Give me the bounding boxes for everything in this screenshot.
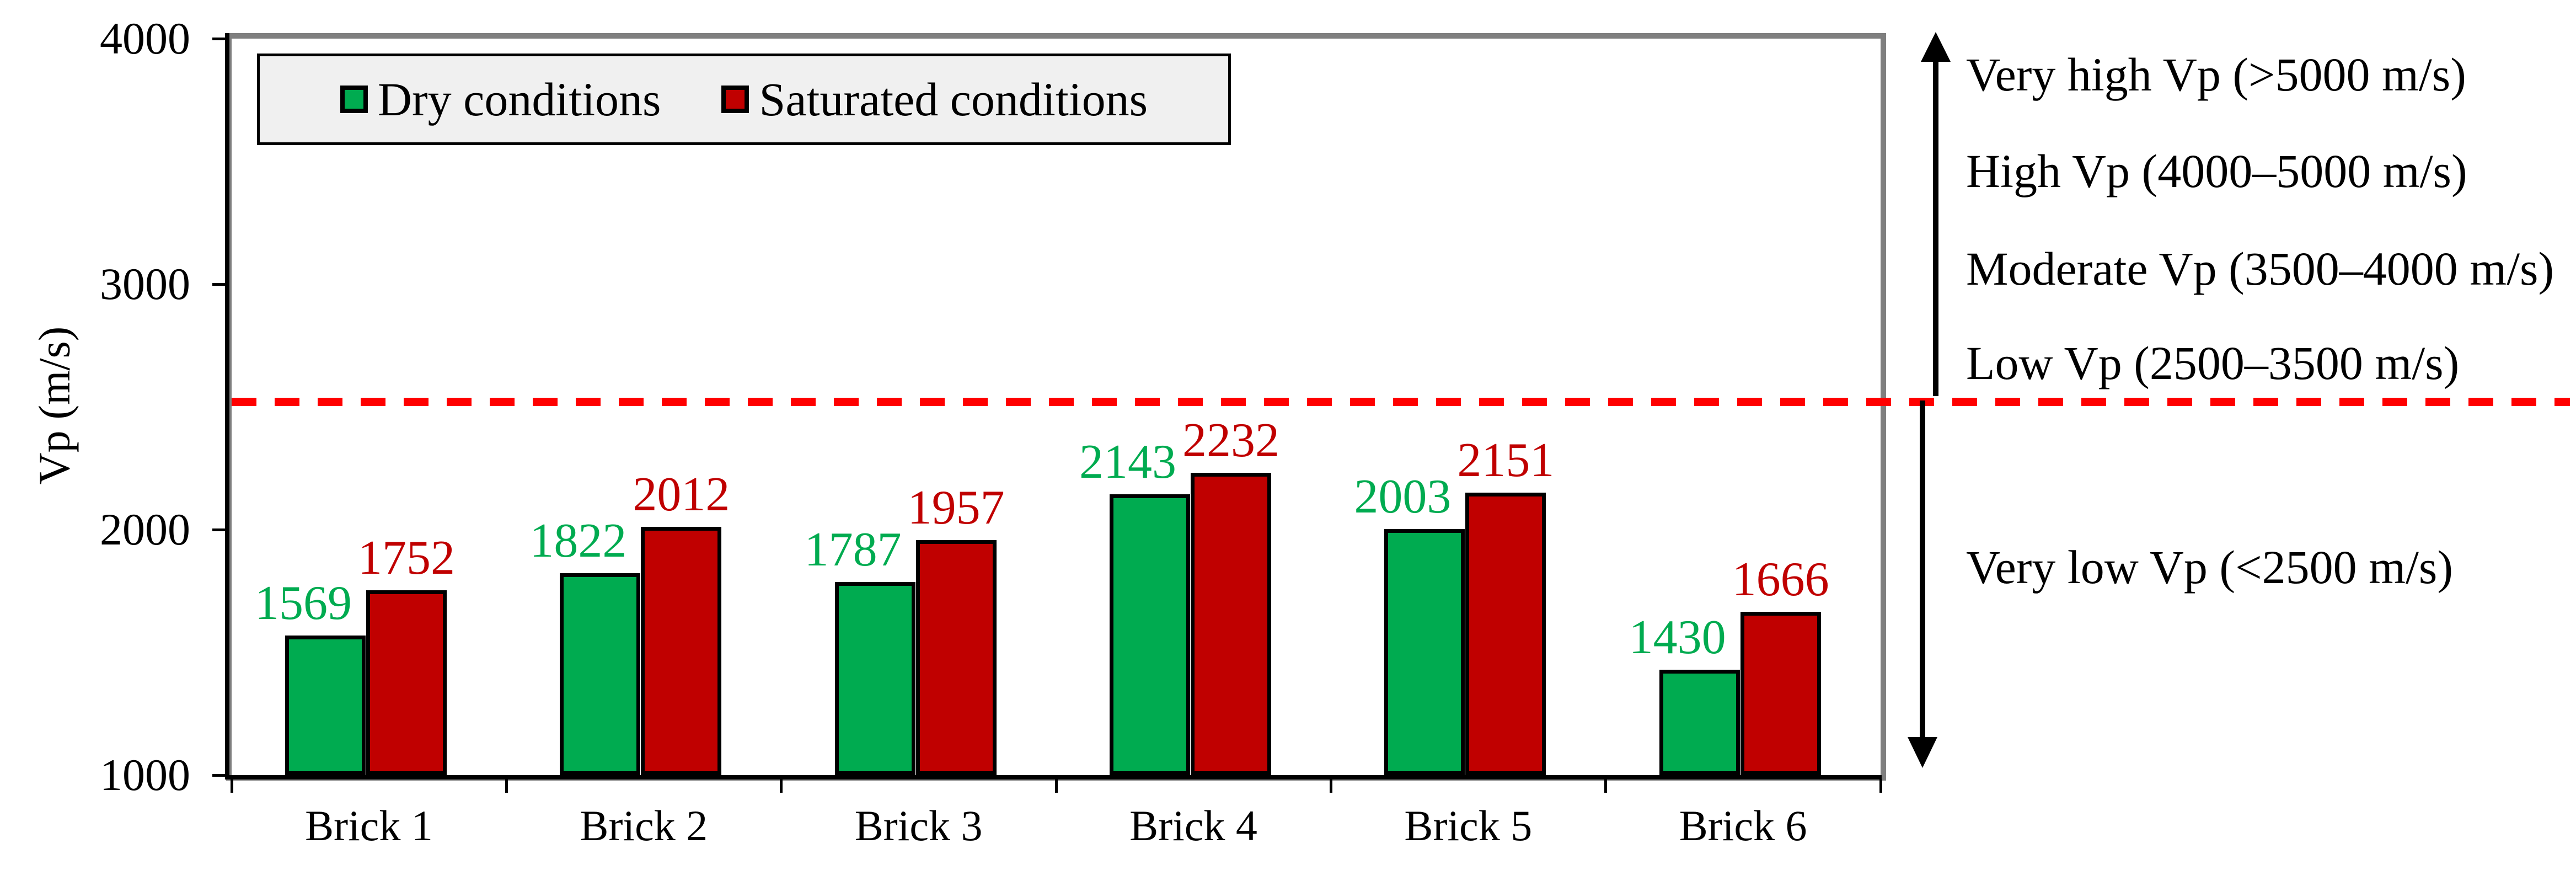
- saturated-bar-brick-4: [1191, 472, 1271, 775]
- bar-value-label: 1787: [804, 522, 902, 576]
- bar-value-label: 2232: [1182, 413, 1279, 467]
- category-label: Brick 4: [1129, 802, 1257, 850]
- y-axis-line: [225, 33, 229, 779]
- dry-bar-brick-4: [1110, 494, 1190, 775]
- y-axis-title: Vp (m/s): [30, 326, 79, 485]
- bar-value-label: 2151: [1457, 433, 1555, 487]
- bar-value-label: 2003: [1354, 469, 1452, 524]
- dry-bar-brick-1: [285, 635, 366, 775]
- bar-value-label: 1666: [1732, 552, 1829, 606]
- x-tick-mark: [1604, 779, 1608, 793]
- dry-series-swatch-icon: [340, 86, 368, 113]
- annotation-very-low-vp: Very low Vp (<2500 m/s): [1966, 541, 2453, 594]
- category-label: Brick 5: [1404, 802, 1533, 850]
- legend-label-saturated: Saturated conditions: [759, 73, 1148, 126]
- saturated-bar-brick-2: [641, 526, 722, 775]
- bar-value-label: 2012: [633, 467, 730, 521]
- y-tick-label: 3000: [100, 259, 190, 309]
- x-tick-mark: [780, 779, 783, 793]
- annotation-low-vp: Low Vp (2500–3500 m/s): [1966, 337, 2460, 389]
- bar-value-label: 1430: [1629, 610, 1726, 664]
- y-tick-label: 1000: [100, 750, 190, 800]
- bar-value-label: 1752: [358, 531, 455, 585]
- threshold-line-2500: [232, 398, 2570, 406]
- legend-label-dry: Dry conditions: [377, 73, 661, 126]
- bar-value-label: 1822: [529, 514, 627, 568]
- down-arrow-shaft: [1920, 401, 1925, 738]
- bar-value-label: 1957: [907, 481, 1005, 535]
- category-label: Brick 3: [854, 802, 983, 850]
- dry-bar-brick-2: [560, 573, 641, 775]
- y-tick-mark: [212, 528, 226, 531]
- category-label: Brick 6: [1679, 802, 1807, 850]
- x-tick-mark: [230, 779, 233, 793]
- annotation-very-high-vp: Very high Vp (>5000 m/s): [1966, 48, 2466, 101]
- y-tick-label: 4000: [100, 13, 190, 63]
- x-tick-mark: [1329, 779, 1332, 793]
- category-label: Brick 1: [305, 802, 433, 850]
- x-tick-mark: [1054, 779, 1058, 793]
- up-arrow-icon: [1921, 32, 1951, 62]
- dry-bar-brick-3: [834, 581, 915, 775]
- saturated-bar-brick-1: [366, 590, 447, 775]
- legend-item-saturated: Saturated conditions: [721, 72, 1148, 127]
- up-arrow-shaft: [1933, 60, 1938, 396]
- x-tick-mark: [505, 779, 508, 793]
- legend: Dry conditions Saturated conditions: [257, 54, 1231, 145]
- dry-bar-brick-5: [1384, 528, 1465, 775]
- dry-bar-brick-6: [1659, 669, 1740, 775]
- y-tick-mark: [212, 37, 226, 40]
- saturated-bar-brick-5: [1465, 492, 1546, 775]
- plot-area: [226, 33, 1886, 781]
- saturated-series-swatch-icon: [721, 86, 749, 113]
- saturated-bar-brick-6: [1740, 611, 1821, 775]
- legend-item-dry: Dry conditions: [340, 72, 661, 127]
- y-tick-mark: [212, 282, 226, 286]
- y-tick-mark: [212, 773, 226, 777]
- saturated-bar-brick-3: [915, 540, 997, 775]
- annotation-moderate-vp: Moderate Vp (3500–4000 m/s): [1966, 242, 2554, 295]
- x-tick-mark: [1879, 779, 1882, 793]
- category-label: Brick 2: [580, 802, 708, 850]
- annotation-high-vp: High Vp (4000–5000 m/s): [1966, 145, 2467, 197]
- down-arrow-icon: [1908, 737, 1937, 768]
- bar-value-label: 1569: [255, 576, 352, 630]
- bar-value-label: 2143: [1079, 435, 1176, 489]
- y-tick-label: 2000: [100, 504, 190, 554]
- x-axis-line: [225, 775, 1882, 779]
